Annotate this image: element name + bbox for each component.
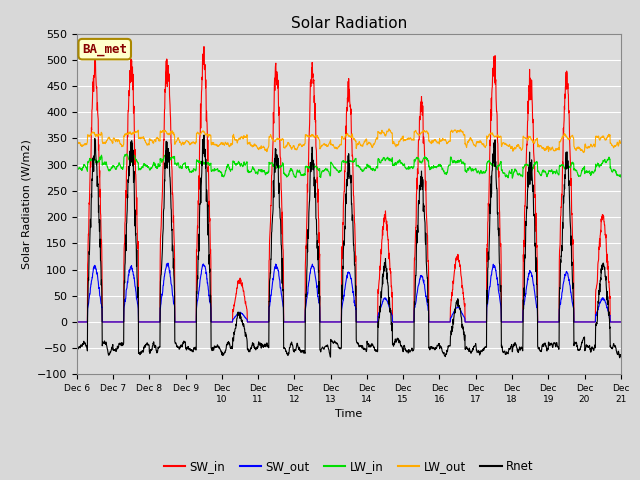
- Text: BA_met: BA_met: [82, 43, 127, 56]
- Legend: SW_in, SW_out, LW_in, LW_out, Rnet: SW_in, SW_out, LW_in, LW_out, Rnet: [159, 455, 539, 478]
- X-axis label: Time: Time: [335, 409, 362, 419]
- Title: Solar Radiation: Solar Radiation: [291, 16, 407, 31]
- Y-axis label: Solar Radiation (W/m2): Solar Radiation (W/m2): [21, 139, 31, 269]
